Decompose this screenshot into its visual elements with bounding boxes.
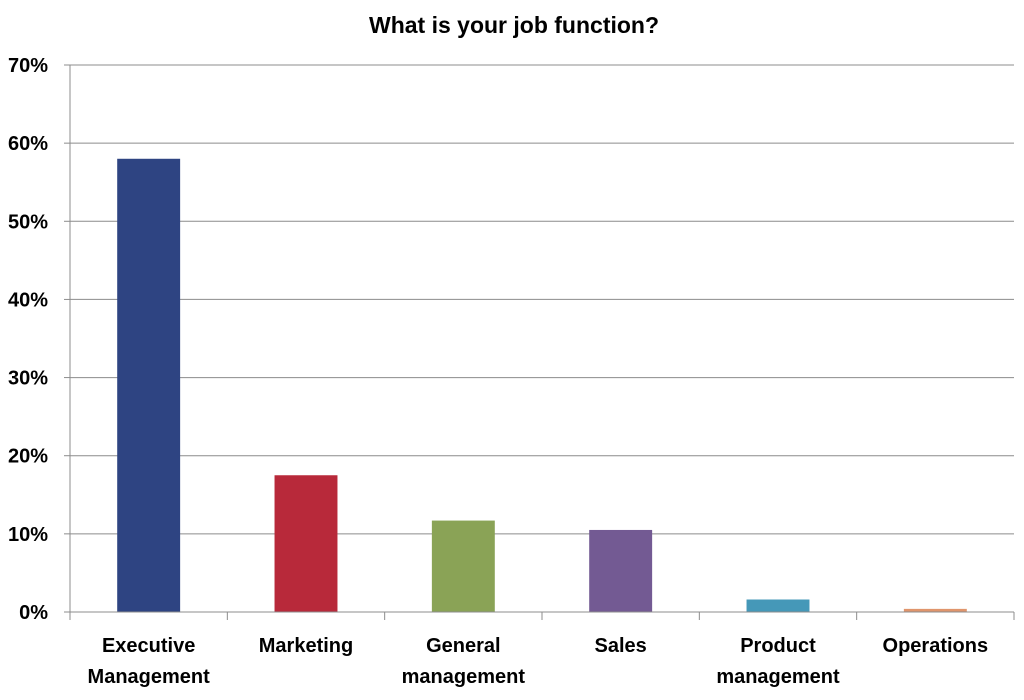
x-tick-label: Executive Management: [88, 635, 211, 688]
x-tick-label: Marketing: [259, 635, 353, 657]
bar: [903, 608, 967, 612]
y-tick-label: 30%: [8, 368, 48, 390]
y-tick-label: 20%: [8, 446, 48, 468]
gridlines: [70, 64, 1014, 535]
y-tick-label: 70%: [8, 55, 48, 77]
bar: [274, 475, 338, 612]
x-tick-label: General management: [402, 635, 526, 688]
chart-title: What is your job function?: [369, 12, 659, 38]
x-tick-label: Product management: [716, 635, 840, 688]
bar: [746, 599, 810, 612]
x-axis: Executive Management Marketing General manag…: [69, 611, 1015, 688]
y-tick-label: 40%: [8, 289, 48, 311]
y-tick-label: 0%: [19, 602, 48, 624]
bar: [431, 520, 495, 612]
x-tick-label: Sales: [595, 635, 647, 657]
bars: [117, 158, 967, 612]
bar: [117, 158, 181, 612]
x-tick-label: Operations: [883, 635, 989, 657]
y-tick-label: 10%: [8, 524, 48, 546]
y-tick-label: 50%: [8, 211, 48, 233]
bar: [589, 529, 653, 612]
y-tick-label: 60%: [8, 133, 48, 155]
y-axis: 0% 10% 20% 30% 40% 50% 60% 70%: [8, 55, 71, 624]
